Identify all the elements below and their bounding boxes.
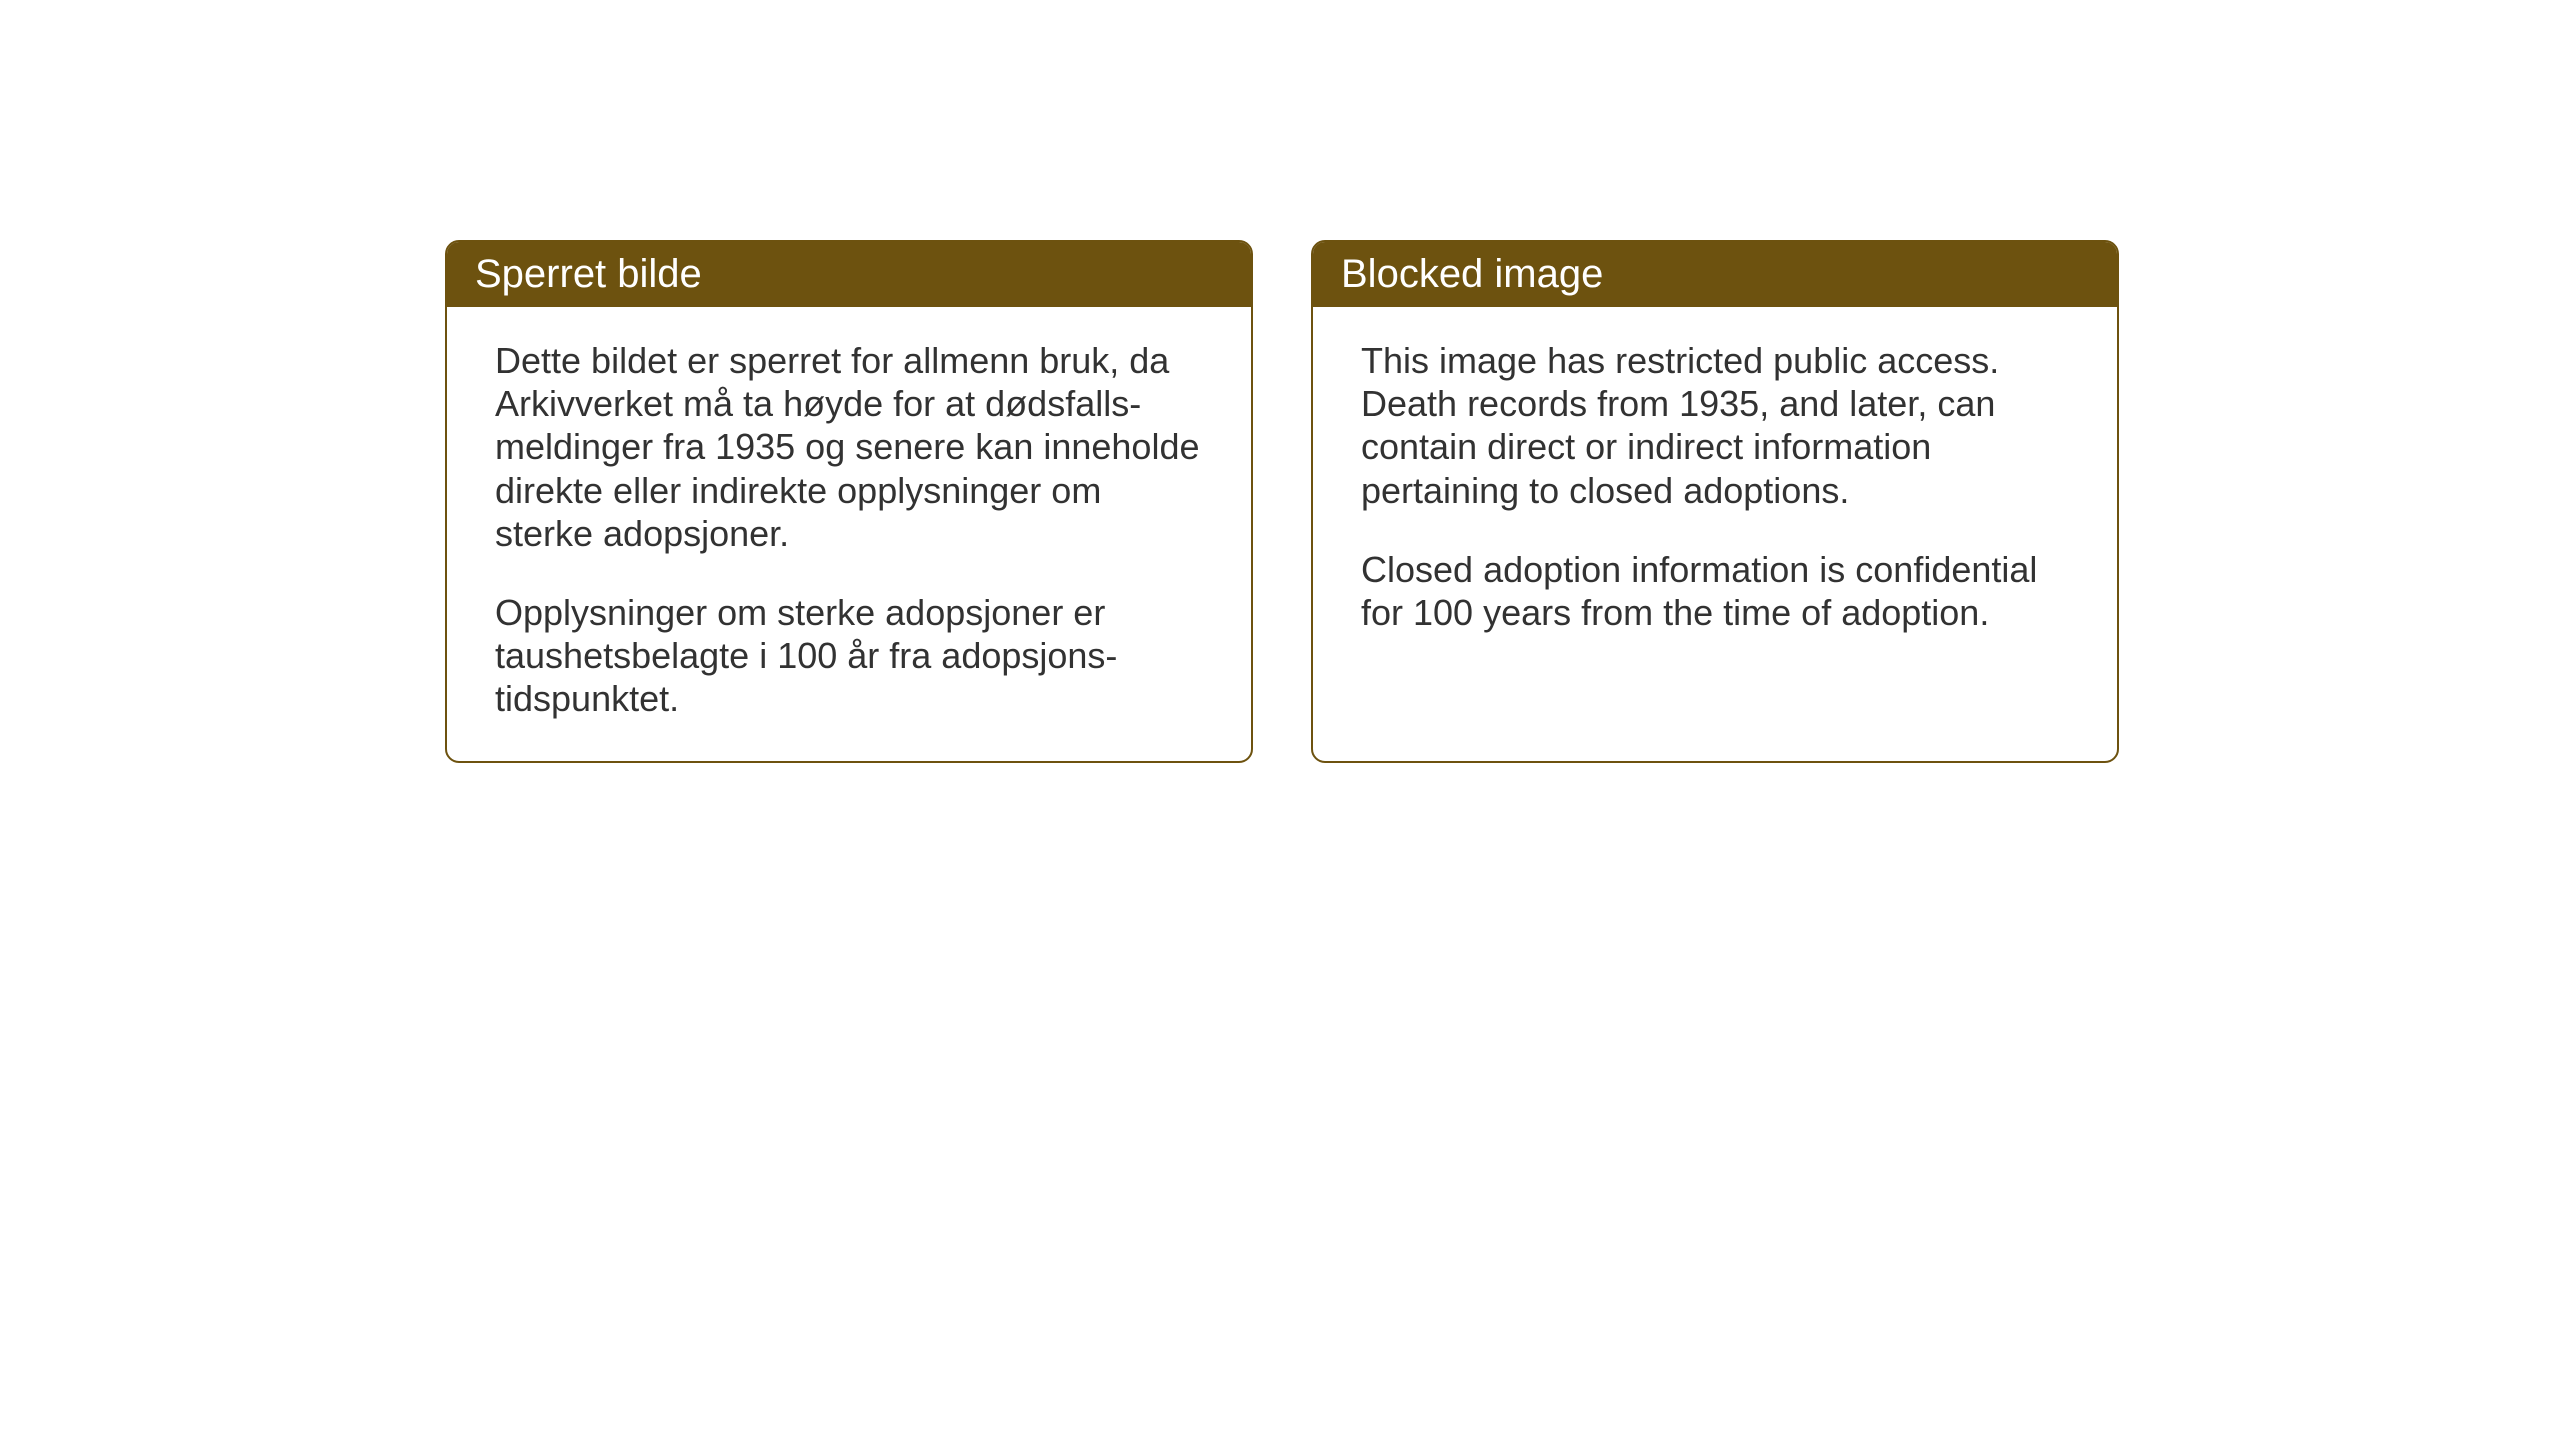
card-title: Sperret bilde [475,252,702,296]
card-title: Blocked image [1341,252,1603,296]
card-paragraph: Opplysninger om sterke adopsjoner er tau… [495,591,1203,721]
card-header-english: Blocked image [1313,242,2117,307]
card-body-norwegian: Dette bildet er sperret for allmenn bruk… [447,307,1251,761]
card-paragraph: Dette bildet er sperret for allmenn bruk… [495,339,1203,555]
notice-card-norwegian: Sperret bilde Dette bildet er sperret fo… [445,240,1253,763]
notice-cards-container: Sperret bilde Dette bildet er sperret fo… [445,240,2119,763]
card-header-norwegian: Sperret bilde [447,242,1251,307]
card-paragraph: This image has restricted public access.… [1361,339,2069,512]
card-paragraph: Closed adoption information is confident… [1361,548,2069,634]
notice-card-english: Blocked image This image has restricted … [1311,240,2119,763]
card-body-english: This image has restricted public access.… [1313,307,2117,674]
